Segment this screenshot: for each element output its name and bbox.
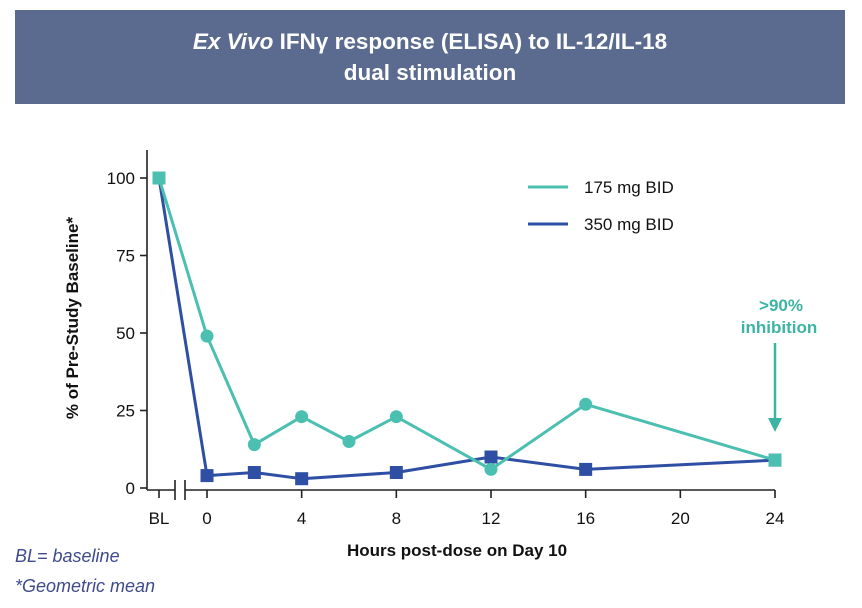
chart-title-line-1: Ex Vivo IFNγ response (ELISA) to IL-12/I… [193, 26, 667, 57]
y-tick-label: 75 [116, 247, 135, 266]
data-point-175mg [247, 438, 261, 452]
data-point-175mg [389, 410, 403, 424]
series-markers [152, 171, 782, 486]
annotation-arrow-head [768, 418, 782, 432]
annotation-line-2: inhibition [741, 318, 817, 337]
data-point-175mg [579, 397, 593, 411]
data-point-350mg [579, 462, 593, 476]
data-point-350mg [389, 466, 403, 479]
data-point-350mg [295, 472, 309, 486]
x-tick-label: 24 [766, 509, 785, 528]
x-tick-label: BL [149, 509, 170, 528]
legend-label: 350 mg BID [584, 215, 674, 234]
title-rest: IFNγ response (ELISA) to IL-12/IL-18 [273, 29, 668, 54]
title-italic: Ex Vivo [192, 29, 274, 54]
footnote-baseline: BL= baseline [15, 546, 120, 566]
data-point-175mg [295, 410, 309, 424]
data-point-175mg [484, 462, 498, 476]
x-tick-label: 20 [671, 509, 690, 528]
footnote-geometric-mean: *Geometric mean [15, 576, 156, 596]
data-point-350mg [200, 469, 214, 483]
chart-title-line-2: dual stimulation [343, 60, 517, 85]
series-line-350mg [157, 177, 776, 481]
x-tick-label: 4 [297, 509, 306, 528]
x-tick-label: 16 [576, 509, 595, 528]
data-point-175mg [342, 435, 356, 448]
data-point-350mg [247, 466, 261, 479]
y-tick-label: 0 [126, 479, 135, 498]
y-axis-label: % of Pre-Study Baseline* [63, 217, 82, 420]
x-axis-label: Hours post-dose on Day 10 [347, 541, 567, 560]
data-point-350mg [484, 450, 498, 464]
y-tick-label: 25 [116, 402, 135, 421]
y-tick-label: 50 [116, 324, 135, 343]
x-tick-label: 12 [482, 509, 501, 528]
legend-label: 175 mg BID [584, 178, 674, 197]
data-point-overlap [768, 453, 782, 467]
data-point-175mg [200, 329, 214, 343]
y-tick-label: 100 [107, 169, 135, 188]
x-tick-label: 0 [202, 509, 211, 528]
axes: 0 25 50 75 100 % of Pre-Study Baseline* BL 0 4 8 1… [63, 150, 784, 560]
annotation: >90% inhibition [741, 296, 817, 432]
title-banner: Ex Vivo IFNγ response (ELISA) to IL-12/I… [15, 10, 845, 104]
series-lines [157, 177, 776, 481]
series-line-175mg [157, 177, 776, 471]
legend: 175 mg BID 350 mg BID [528, 178, 674, 234]
annotation-line-1: >90% [759, 296, 803, 315]
x-tick-label: 8 [392, 509, 401, 528]
data-point-overlap [152, 171, 166, 185]
